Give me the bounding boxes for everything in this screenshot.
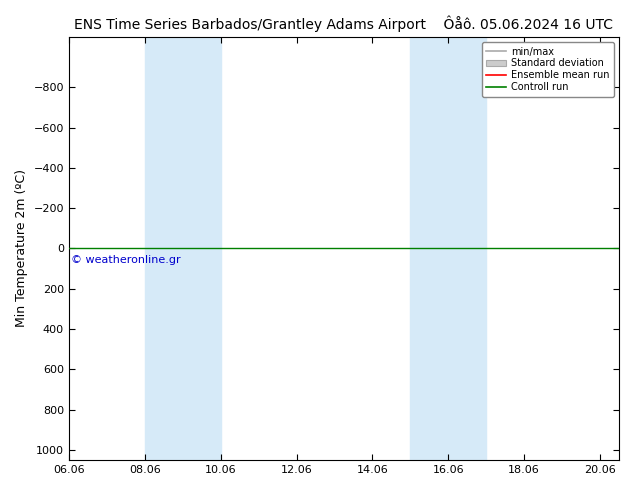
- Bar: [145, 37, 221, 460]
- Legend: min/max, Standard deviation, Ensemble mean run, Controll run: min/max, Standard deviation, Ensemble me…: [482, 42, 614, 97]
- Bar: [410, 37, 486, 460]
- Y-axis label: Min Temperature 2m (ºC): Min Temperature 2m (ºC): [15, 170, 28, 327]
- Title: ENS Time Series Barbados/Grantley Adams Airport    Ôåô. 05.06.2024 16 UTC: ENS Time Series Barbados/Grantley Adams …: [74, 15, 614, 31]
- Text: © weatheronline.gr: © weatheronline.gr: [71, 254, 181, 265]
